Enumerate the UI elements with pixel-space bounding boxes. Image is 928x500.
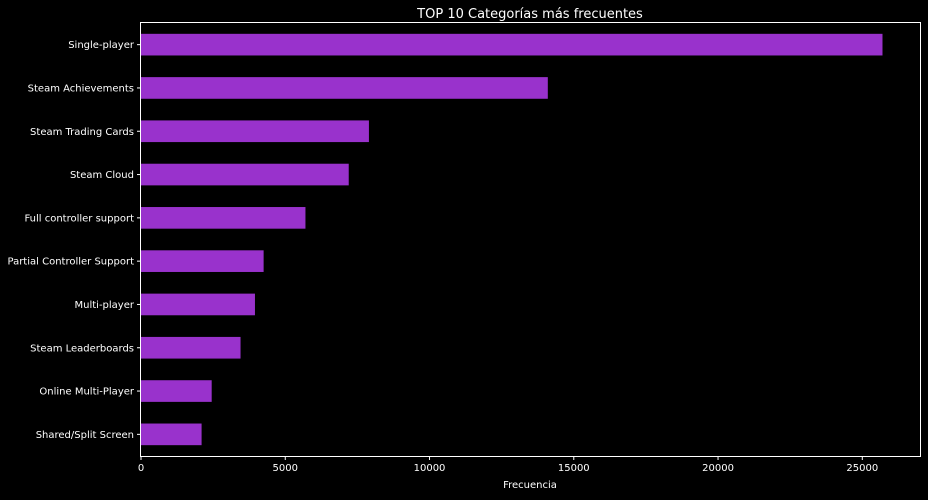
bar-online-multi-player [141, 380, 212, 402]
y-tick-label: Online Multi-Player [39, 387, 134, 398]
y-tick-label: Single-player [68, 40, 135, 51]
y-tick-label: Steam Cloud [70, 170, 134, 181]
bars-group [141, 33, 883, 446]
chart-title: TOP 10 Categorías más frecuentes [416, 7, 643, 22]
y-tick-label: Steam Leaderboards [30, 343, 134, 354]
y-tick-label: Steam Achievements [28, 83, 134, 94]
bar-steam-cloud [141, 163, 349, 186]
bar-steam-achievements [141, 77, 548, 99]
bar-single-player [141, 33, 883, 56]
bar-full-controller-support [141, 207, 306, 229]
x-tick-label: 10000 [414, 463, 446, 474]
bar-multi-player [141, 293, 255, 316]
y-tick-label: Full controller support [24, 213, 134, 224]
x-tick-label: 5000 [273, 463, 298, 474]
x-tick-label: 15000 [558, 463, 590, 474]
bar-steam-trading-cards [141, 120, 369, 143]
bar-steam-leaderboards [141, 336, 241, 359]
y-tick-label: Steam Trading Cards [30, 127, 134, 138]
x-axis-ticks: 0 5000 10000 15000 20000 25000 [138, 456, 878, 474]
bar-shared-split-screen [141, 423, 202, 446]
y-axis-ticks: Single-player Steam Achievements Steam Tra… [7, 40, 141, 441]
y-tick-label: Shared/Split Screen [36, 430, 134, 441]
x-tick-label: 0 [138, 463, 144, 474]
x-tick-label: 20000 [702, 463, 734, 474]
x-tick-label: 25000 [846, 463, 878, 474]
bar-partial-controller-support [141, 250, 264, 272]
y-tick-label: Partial Controller Support [7, 257, 134, 268]
plot-frame [140, 22, 921, 457]
x-axis-label: Frecuencia [503, 480, 557, 491]
y-tick-label: Multi-player [75, 300, 135, 311]
